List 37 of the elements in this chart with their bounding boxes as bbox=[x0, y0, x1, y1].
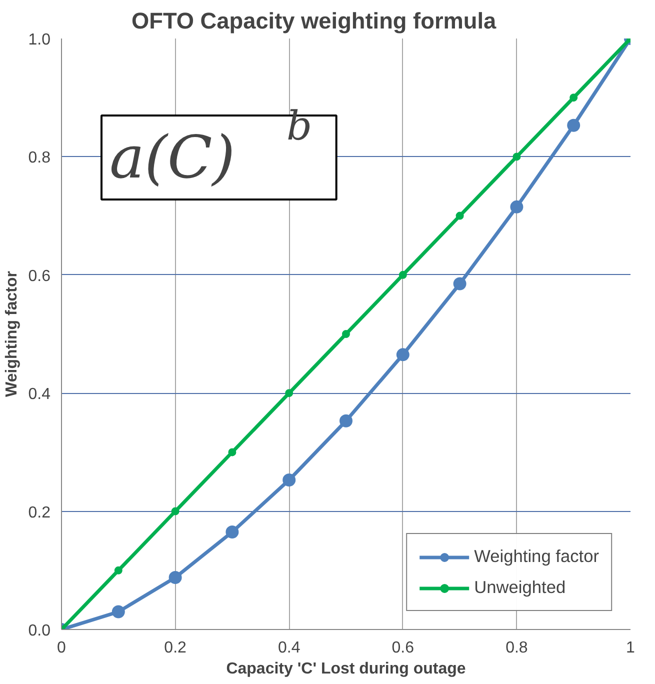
x-tick-label: 0 bbox=[57, 640, 66, 656]
annotation: a(C)b bbox=[110, 104, 312, 192]
point bbox=[453, 277, 466, 290]
point bbox=[282, 473, 296, 486]
legend-label: Unweighted bbox=[474, 577, 566, 598]
point bbox=[226, 525, 239, 538]
y-tick-label: 0.2 bbox=[28, 504, 51, 522]
x-tick-label: 1 bbox=[626, 640, 636, 656]
point bbox=[398, 270, 407, 279]
y-axis-title: Weighting factor bbox=[3, 271, 20, 397]
point bbox=[114, 566, 122, 574]
point bbox=[171, 507, 180, 516]
x-tick-label: 0.6 bbox=[392, 640, 414, 656]
y-tick-label: 1.0 bbox=[28, 32, 51, 48]
x-tick-label: 0.8 bbox=[506, 640, 528, 656]
y-tick-label: 0.0 bbox=[28, 622, 51, 640]
y-tick-label: 0.6 bbox=[28, 268, 51, 285]
chart-title: OFTO Capacity weighting formula bbox=[132, 8, 497, 34]
point bbox=[570, 94, 578, 102]
y-tick-label: 0.4 bbox=[28, 386, 51, 404]
x-tick-label: 0.2 bbox=[164, 640, 187, 656]
legend-label: Weighting factor bbox=[474, 546, 599, 567]
x-tick-label: 0.4 bbox=[278, 640, 300, 656]
point bbox=[342, 330, 350, 338]
point bbox=[285, 389, 294, 398]
point bbox=[112, 605, 125, 618]
point bbox=[340, 414, 352, 428]
point bbox=[168, 571, 182, 584]
x-axis-title: Capacity 'C' Lost during outage bbox=[226, 660, 466, 678]
point bbox=[396, 348, 410, 362]
point bbox=[567, 118, 580, 132]
point bbox=[228, 448, 236, 456]
point bbox=[512, 152, 521, 161]
point bbox=[510, 200, 524, 214]
point bbox=[456, 212, 464, 220]
y-tick-label: 0.8 bbox=[28, 150, 51, 167]
line-series bbox=[62, 38, 630, 630]
